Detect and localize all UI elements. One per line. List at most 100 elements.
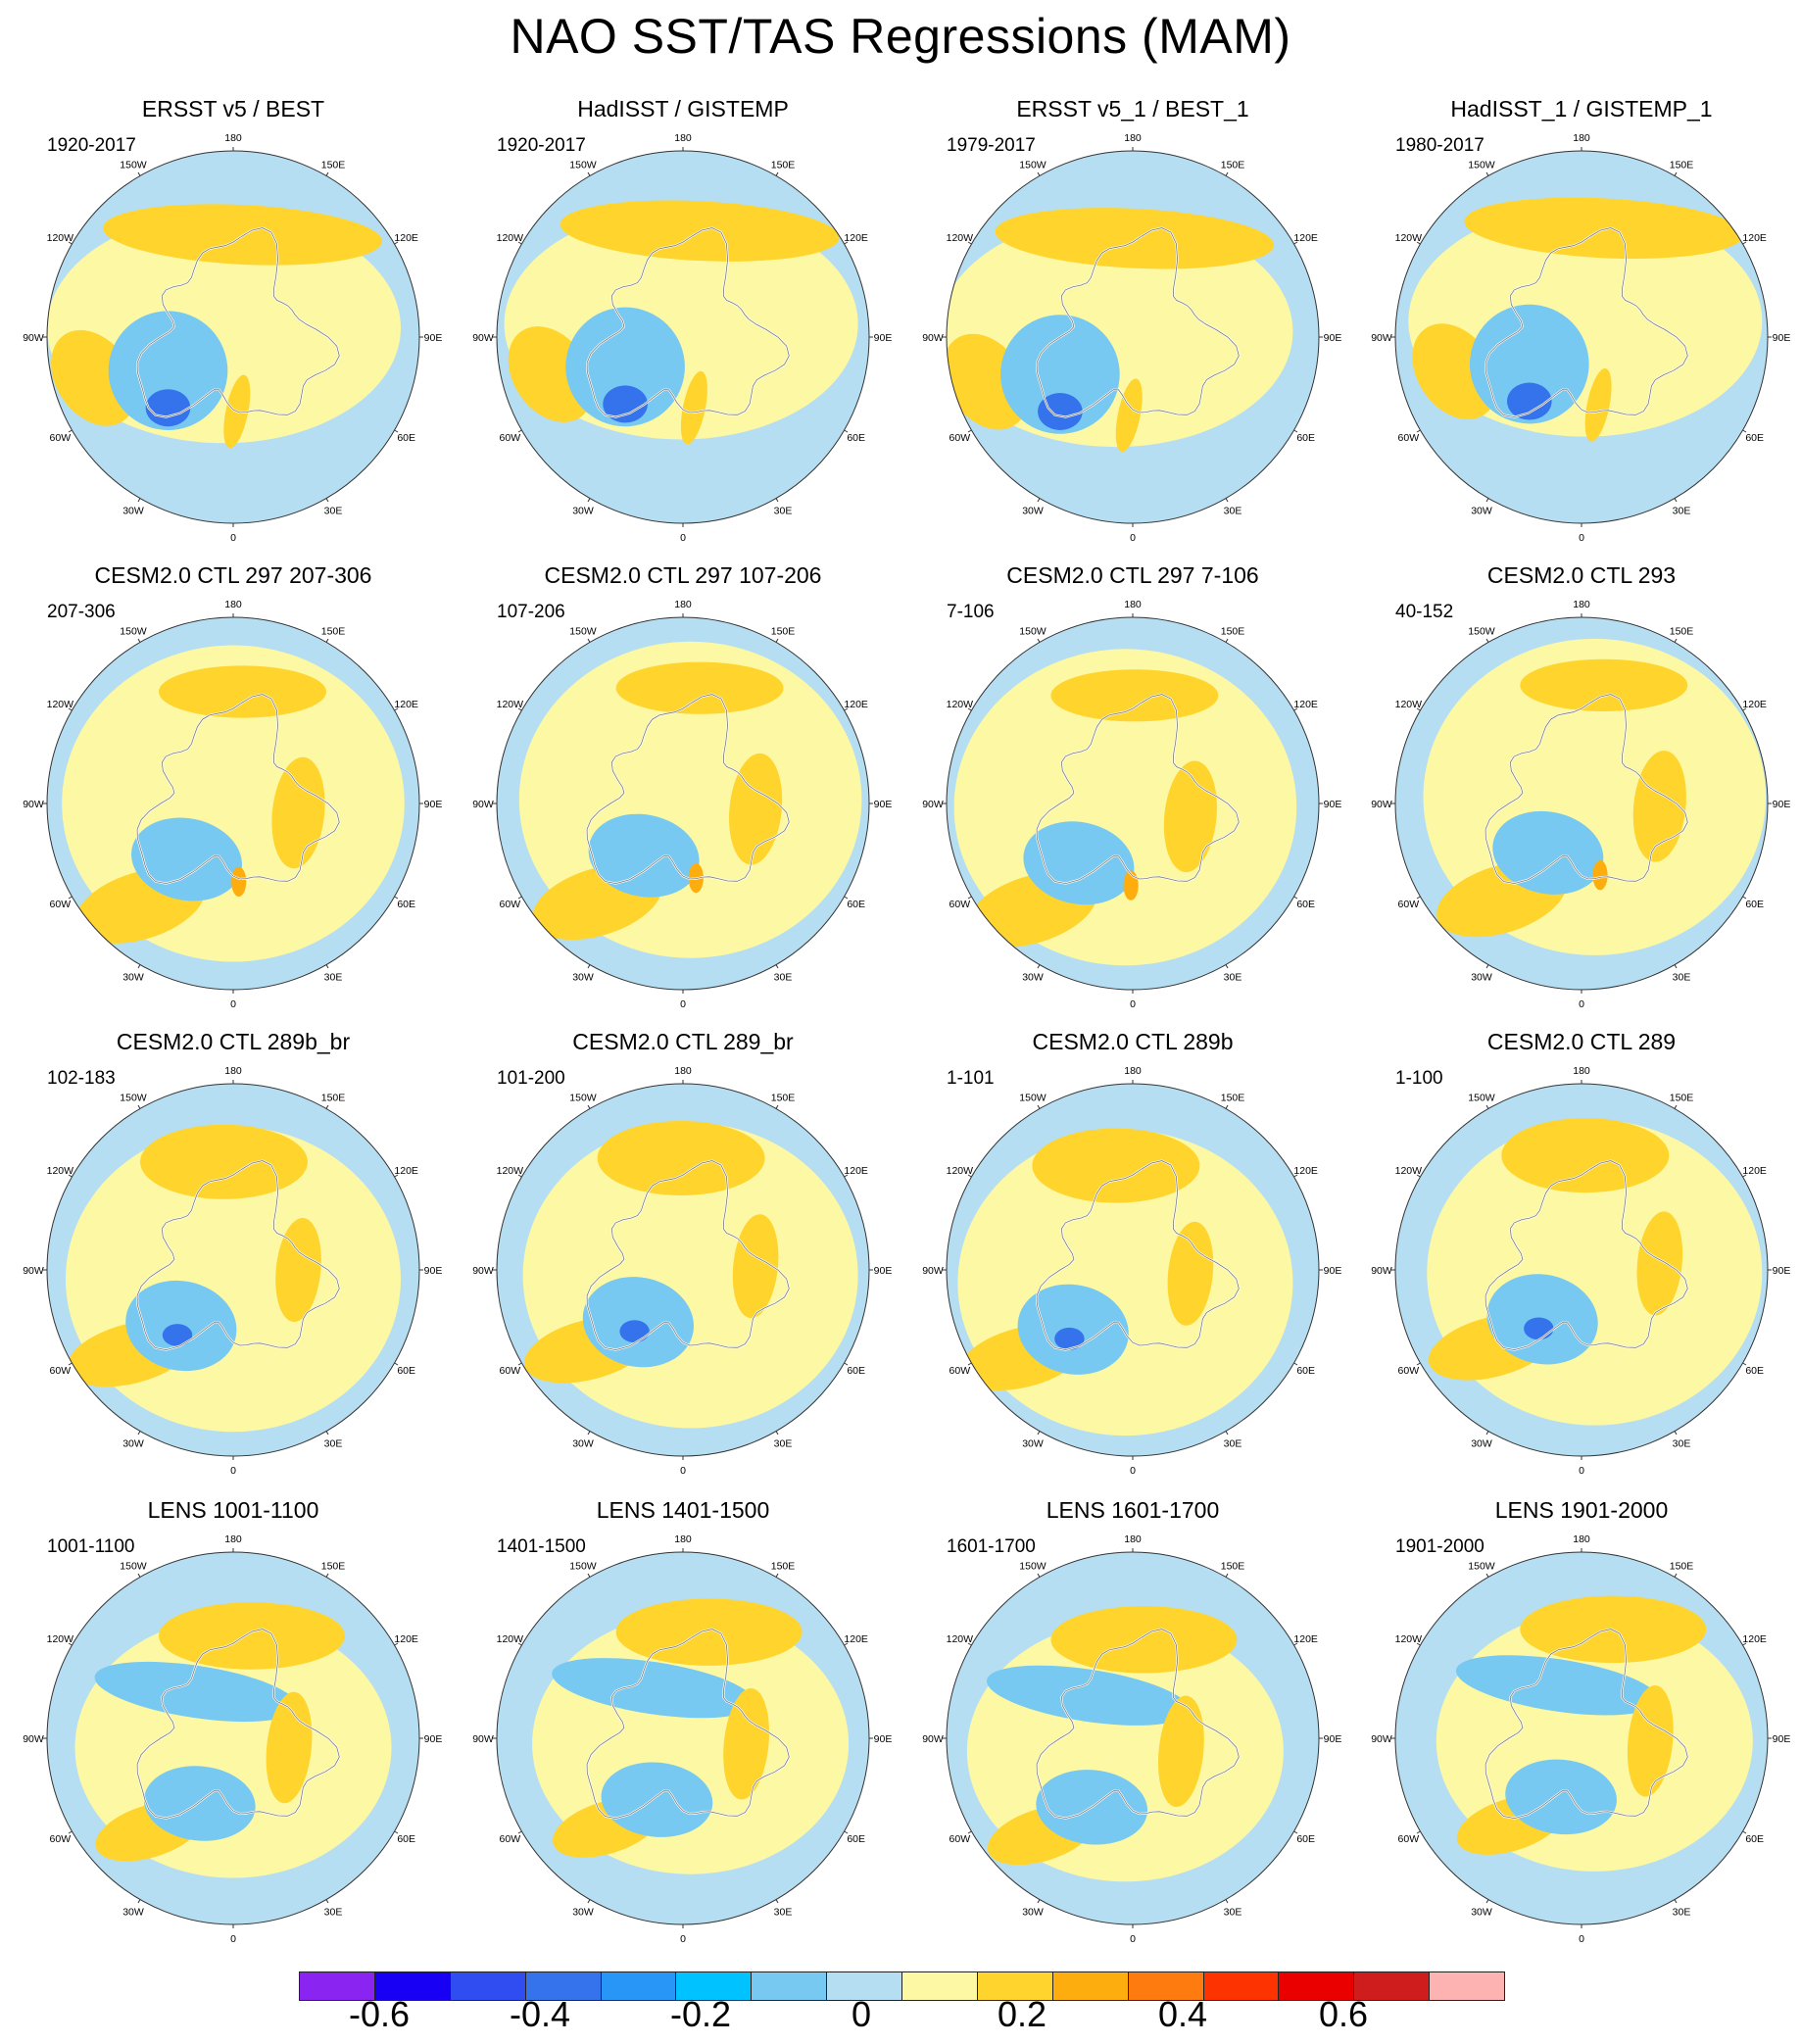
longitude-tick	[1485, 1431, 1489, 1436]
coastline	[136, 1160, 340, 1351]
longitude-label: 180	[1573, 1533, 1590, 1545]
longitude-label: 60W	[50, 432, 72, 444]
longitude-tick	[967, 1174, 972, 1178]
longitude-label: 150W	[1468, 625, 1495, 637]
longitude-tick	[587, 498, 591, 503]
longitude-label: 60E	[397, 432, 415, 444]
polar-map: 180 150E 120E 90E 60E 30E 0 30W 60W 90W 120W 150W	[472, 132, 892, 544]
longitude-tick	[1674, 1431, 1678, 1436]
longitude-tick	[325, 1573, 329, 1578]
panel-title: LENS 1901-2000	[1494, 1497, 1669, 1523]
longitude-label: 150E	[1221, 1092, 1245, 1103]
longitude-label: 150W	[1019, 1560, 1047, 1572]
longitude-label: 150E	[321, 1092, 346, 1103]
longitude-label: 90E	[424, 1733, 443, 1745]
coastline	[1485, 694, 1688, 885]
contour-region	[615, 661, 784, 714]
longitude-label: 30W	[1471, 1438, 1492, 1450]
longitude-label: 30E	[324, 972, 343, 984]
longitude-label: 150W	[569, 625, 597, 637]
longitude-tick	[775, 1573, 779, 1578]
longitude-tick	[1293, 1174, 1298, 1178]
longitude-tick	[137, 171, 141, 176]
longitude-label: 30E	[1224, 972, 1242, 984]
longitude-tick	[394, 1830, 399, 1834]
contour-region	[995, 208, 1275, 269]
map-panel: CESM2.0 CTL 297 207-306 207-306 180 150E 120…	[8, 562, 459, 1023]
coastline	[1485, 1160, 1688, 1351]
longitude-label: 60W	[1398, 1365, 1420, 1377]
longitude-tick	[775, 638, 779, 643]
longitude-label: 120E	[844, 1165, 868, 1177]
contour-region	[1464, 197, 1744, 260]
contour-region	[1627, 1685, 1674, 1797]
longitude-tick	[775, 171, 779, 176]
longitude-label: 120E	[394, 1165, 418, 1177]
longitude-label: 30W	[122, 506, 144, 517]
colorbar-swatch	[675, 1971, 753, 2001]
longitude-label: 150E	[321, 1560, 346, 1572]
longitude-label: 150E	[321, 159, 346, 170]
longitude-tick	[775, 498, 779, 503]
longitude-tick	[1225, 1431, 1229, 1436]
longitude-label: 90E	[874, 799, 893, 810]
contour-region	[1520, 658, 1688, 711]
longitude-label: 90E	[1324, 1733, 1342, 1745]
longitude-tick	[844, 1362, 849, 1366]
longitude-tick	[517, 1830, 522, 1834]
longitude-label: 180	[674, 599, 692, 610]
longitude-tick	[844, 1642, 849, 1646]
longitude-label: 60E	[1745, 1365, 1764, 1377]
longitude-label: 30E	[774, 972, 793, 984]
longitude-tick	[1742, 1362, 1747, 1366]
longitude-tick	[325, 1431, 329, 1436]
longitude-tick	[1037, 1899, 1041, 1904]
longitude-tick	[967, 1830, 972, 1834]
longitude-tick	[1742, 1830, 1747, 1834]
longitude-tick	[517, 896, 522, 900]
colorbar-swatch	[751, 1971, 828, 2001]
longitude-tick	[1742, 1642, 1747, 1646]
longitude-label: 120W	[497, 1633, 524, 1645]
longitude-label: 90W	[23, 799, 44, 810]
coastline	[136, 227, 340, 418]
longitude-tick	[1225, 1573, 1229, 1578]
panel-title: CESM2.0 CTL 289b_br	[116, 1029, 351, 1054]
contour-region	[162, 1324, 193, 1346]
coastline	[1036, 694, 1240, 885]
longitude-label: 90W	[922, 799, 944, 810]
longitude-label: 0	[1579, 1933, 1584, 1945]
longitude-tick	[517, 1362, 522, 1366]
longitude-label: 120E	[844, 1633, 868, 1645]
contour-region	[1050, 669, 1219, 722]
longitude-label: 120W	[947, 232, 974, 244]
longitude-label: 0	[230, 1933, 236, 1945]
longitude-label: 60W	[949, 432, 971, 444]
panel-title: CESM2.0 CTL 289	[1486, 1029, 1677, 1054]
longitude-label: 150W	[1468, 159, 1495, 170]
longitude-tick	[1037, 964, 1041, 969]
longitude-tick	[587, 638, 591, 643]
longitude-label: 120W	[497, 699, 524, 710]
longitude-tick	[1674, 1899, 1678, 1904]
longitude-tick	[325, 171, 329, 176]
longitude-label: 30E	[324, 1907, 343, 1919]
map-panel: LENS 1401-1500 1401-1500 180 150E 120E 90E 60E…	[458, 1497, 908, 1958]
contour-region	[603, 385, 648, 423]
colorbar-label: 0.2	[997, 1994, 1047, 2034]
longitude-label: 60W	[50, 1833, 72, 1845]
longitude-tick	[137, 638, 141, 643]
longitude-tick	[394, 241, 399, 245]
longitude-label: 120E	[1293, 699, 1318, 710]
longitude-label: 60E	[1296, 432, 1315, 444]
longitude-label: 150W	[120, 1092, 147, 1103]
panel-title: CESM2.0 CTL 289_br	[572, 1029, 794, 1054]
panel-years: 207-306	[47, 602, 116, 622]
contour-region	[131, 817, 242, 901]
longitude-label: 120E	[1293, 1633, 1318, 1645]
panel-years: 1920-2017	[497, 135, 586, 156]
longitude-tick	[775, 1431, 779, 1436]
longitude-tick	[1225, 171, 1229, 176]
longitude-label: 30W	[1471, 506, 1492, 517]
longitude-label: 150E	[771, 1560, 796, 1572]
